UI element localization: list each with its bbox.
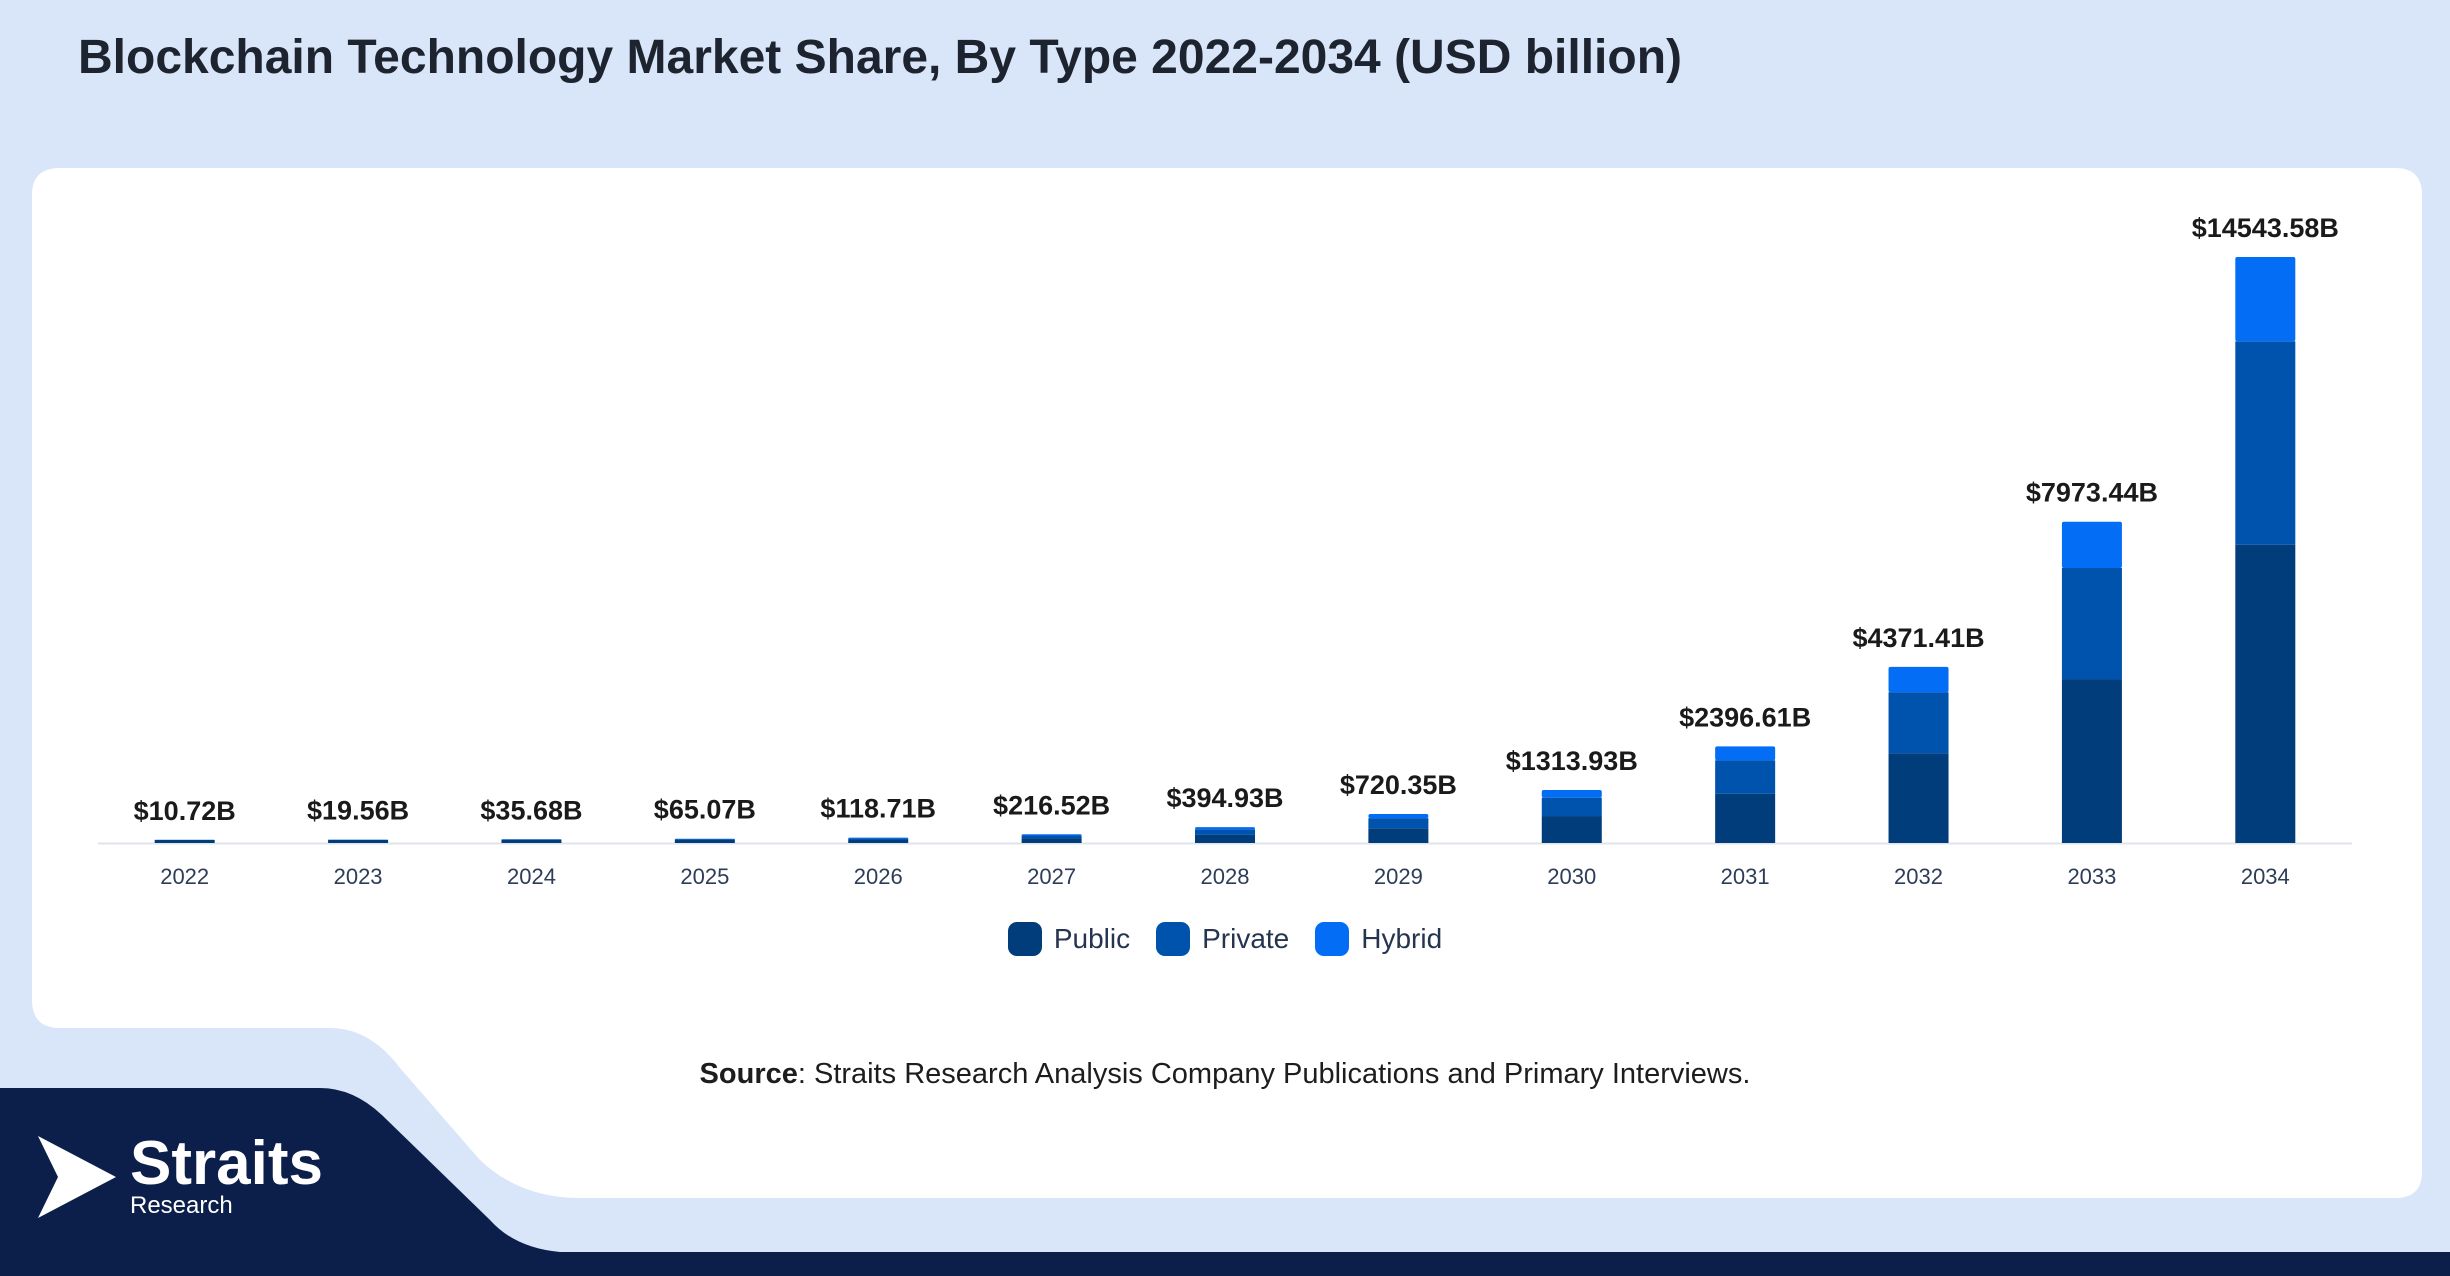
bar-hybrid-2032[interactable] [1888,666,1949,693]
total-label-2032: $4371.41B [1852,623,1984,653]
bar-hybrid-2029[interactable] [1368,813,1429,819]
bar-public-2027[interactable] [1021,838,1082,843]
total-label-2029: $720.35B [1340,770,1457,800]
bar-private-2028[interactable] [1195,829,1255,835]
bar-private-2025[interactable] [674,839,735,840]
x-tick-label-2029: 2029 [1374,864,1423,889]
legend-item-hybrid[interactable]: Hybrid [1315,922,1442,956]
x-tick-label-2034: 2034 [2241,864,2290,889]
legend-label-hybrid: Hybrid [1361,923,1443,954]
bar-private-2030[interactable] [1541,797,1602,817]
legend: Public Private Hybrid [0,922,2450,956]
bar-private-2027[interactable] [1021,835,1082,839]
total-label-2027: $216.52B [993,790,1110,820]
x-tick-label-2026: 2026 [854,864,903,889]
bar-public-2030[interactable] [1541,816,1602,843]
source-label: Source [699,1058,798,1090]
bar-public-2026[interactable] [848,840,909,843]
bar-public-2033[interactable] [2061,679,2122,843]
x-tick-label-2027: 2027 [1027,864,1076,889]
bar-private-2031[interactable] [1715,760,1776,794]
bar-hybrid-2031[interactable] [1715,746,1776,761]
x-tick-label-2031: 2031 [1721,864,1770,889]
total-label-2024: $35.68B [480,795,582,825]
legend-swatch-public [1007,922,1042,956]
straits-arrow-icon [38,1136,116,1218]
bar-hybrid-2033[interactable] [2061,521,2122,568]
x-tick-label-2028: 2028 [1201,864,1250,889]
bar-hybrid-2030[interactable] [1541,790,1602,798]
total-label-2028: $394.93B [1166,783,1283,813]
bar-public-2029[interactable] [1368,828,1429,843]
bar-public-2032[interactable] [1888,753,1949,843]
source-text: : Straits Research Analysis Company Publ… [797,1058,1751,1090]
x-tick-label-2025: 2025 [680,864,729,889]
legend-item-private[interactable]: Private [1156,922,1289,956]
total-label-2025: $65.07B [654,795,756,825]
chart-title: Blockchain Technology Market Share, By T… [78,31,1683,84]
x-tick-label-2022: 2022 [160,864,209,889]
bar-hybrid-2027[interactable] [1021,834,1082,836]
total-label-2026: $118.71B [820,794,936,824]
legend-swatch-hybrid [1315,922,1350,956]
legend-label-private: Private [1202,923,1290,954]
total-label-2033: $7973.44B [2026,478,2158,508]
bar-private-2033[interactable] [2061,567,2122,680]
logo-sub: Research [130,1192,233,1219]
bar-public-2023[interactable] [328,840,389,843]
x-tick-label-2030: 2030 [1547,864,1596,889]
total-label-2023: $19.56B [307,796,409,826]
bar-hybrid-2026[interactable] [848,837,909,839]
bar-public-2025[interactable] [674,840,735,843]
bar-hybrid-2028[interactable] [1195,827,1255,830]
total-label-2034: $14543.58B [2192,213,2339,243]
bar-private-2029[interactable] [1368,818,1429,829]
total-label-2022: $10.72B [134,796,236,826]
total-label-2031: $2396.61B [1679,702,1811,732]
bar-public-2028[interactable] [1195,834,1255,843]
bar-public-2024[interactable] [501,840,562,843]
x-tick-label-2024: 2024 [507,864,556,889]
bar-public-2022[interactable] [154,840,215,843]
bar-public-2031[interactable] [1715,793,1776,843]
x-tick-label-2023: 2023 [334,864,383,889]
bar-private-2032[interactable] [1888,692,1949,754]
bar-hybrid-2034[interactable] [2235,257,2296,342]
bar-public-2034[interactable] [2235,544,2296,843]
legend-item-public[interactable]: Public [1007,922,1131,956]
bar-private-2026[interactable] [848,838,909,840]
x-tick-label-2032: 2032 [1894,864,1943,889]
logo-name: Straits [130,1129,323,1198]
total-label-2030: $1313.93B [1506,746,1638,776]
legend-label-public: Public [1053,923,1131,954]
legend-swatch-private [1156,922,1191,956]
source-note: Source: Straits Research Analysis Compan… [0,1058,2450,1091]
bar-private-2034[interactable] [2235,341,2296,545]
x-tick-label-2033: 2033 [2067,864,2116,889]
